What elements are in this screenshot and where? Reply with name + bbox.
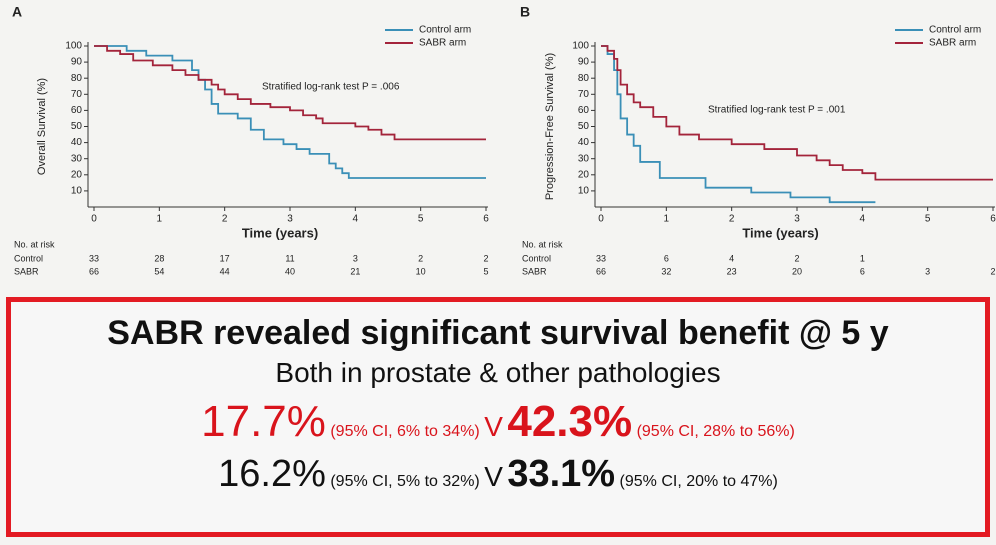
sabr-value: 42.3% (507, 397, 633, 446)
risk-count: 21 (350, 266, 360, 276)
legend-label: SABR arm (929, 38, 976, 49)
risk-row-name: Control (522, 253, 551, 263)
risk-count: 4 (729, 253, 734, 263)
panel-label: A (12, 4, 22, 20)
x-tick-label: 6 (990, 214, 996, 225)
y-tick-label: 100 (65, 41, 82, 52)
risk-count: 2 (794, 253, 799, 263)
y-axis-label: Progression-Free Survival (%) (544, 53, 556, 200)
ci: (95% CI, 20% to 47%) (619, 473, 778, 490)
risk-count: 32 (661, 266, 671, 276)
risk-count: 44 (220, 266, 230, 276)
y-tick-label: 70 (578, 89, 590, 100)
y-tick-label: 90 (71, 57, 83, 68)
x-tick-label: 2 (729, 214, 735, 225)
x-tick-label: 3 (287, 214, 293, 225)
headline: SABR revealed significant survival benef… (107, 314, 889, 352)
risk-count: 66 (89, 266, 99, 276)
ci: (95% CI, 28% to 56%) (636, 423, 795, 440)
risk-count: 20 (792, 266, 802, 276)
y-tick-label: 90 (578, 57, 590, 68)
risk-table-title: No. at risk (522, 239, 563, 249)
y-tick-label: 40 (578, 137, 590, 148)
risk-count: 5 (483, 266, 488, 276)
x-tick-label: 6 (483, 214, 489, 225)
y-tick-label: 20 (578, 169, 590, 180)
y-axis-label: Overall Survival (%) (36, 78, 48, 175)
versus: V (484, 411, 503, 442)
x-tick-label: 2 (222, 214, 228, 225)
y-tick-label: 60 (71, 105, 83, 116)
subheadline: Both in prostate & other pathologies (275, 357, 721, 388)
annotation: Stratified log-rank test P = .001 (708, 105, 846, 116)
risk-count: 54 (154, 266, 164, 276)
legend-label: SABR arm (419, 38, 466, 49)
x-axis-label: Time (years) (742, 225, 818, 240)
risk-row-name: SABR (522, 266, 547, 276)
risk-count: 17 (220, 253, 230, 263)
result-line: 17.7% (95% CI, 6% to 34%) V 42.3% (95% C… (11, 397, 985, 447)
risk-count: 33 (596, 253, 606, 263)
survival-curve (601, 45, 993, 181)
risk-count: 66 (596, 266, 606, 276)
risk-count: 2 (418, 253, 423, 263)
y-tick-label: 50 (71, 121, 83, 132)
risk-count: 1 (860, 253, 865, 263)
risk-count: 33 (89, 253, 99, 263)
y-tick-label: 10 (71, 186, 83, 197)
summary-box: SABR revealed significant survival benef… (6, 297, 990, 537)
risk-count: 2 (990, 266, 995, 276)
y-tick-label: 10 (578, 186, 590, 197)
x-tick-label: 5 (418, 214, 424, 225)
risk-table-title: No. at risk (14, 239, 55, 249)
x-tick-label: 4 (860, 214, 866, 225)
legend-label: Control arm (929, 25, 981, 36)
risk-count: 3 (925, 266, 930, 276)
risk-count: 6 (664, 253, 669, 263)
ci: (95% CI, 6% to 34%) (330, 423, 480, 440)
panel-label: B (520, 4, 530, 20)
control-value: 17.7% (201, 397, 326, 446)
risk-count: 40 (285, 266, 295, 276)
y-tick-label: 30 (578, 153, 590, 164)
risk-row-name: SABR (14, 266, 39, 276)
y-tick-label: 20 (71, 169, 83, 180)
y-tick-label: 80 (578, 73, 590, 84)
risk-count: 10 (416, 266, 426, 276)
survival-curve (601, 45, 876, 204)
risk-row-name: Control (14, 253, 43, 263)
y-tick-label: 50 (578, 121, 590, 132)
risk-count: 6 (860, 266, 865, 276)
survival-curve (94, 45, 486, 141)
x-tick-label: 1 (664, 214, 670, 225)
y-tick-label: 40 (71, 137, 83, 148)
risk-count: 3 (353, 253, 358, 263)
sabr-value: 33.1% (507, 453, 616, 495)
ci: (95% CI, 5% to 32%) (330, 473, 480, 490)
x-tick-label: 4 (353, 214, 359, 225)
y-tick-label: 80 (71, 73, 83, 84)
x-tick-label: 0 (598, 214, 604, 225)
x-tick-label: 0 (91, 214, 97, 225)
y-tick-label: 60 (578, 105, 590, 116)
x-tick-label: 5 (925, 214, 931, 225)
control-value: 16.2% (218, 453, 326, 495)
survival-curve (94, 45, 486, 179)
y-tick-label: 30 (71, 153, 83, 164)
legend-label: Control arm (419, 25, 471, 36)
risk-count: 2 (483, 253, 488, 263)
risk-count: 11 (285, 253, 294, 263)
y-tick-label: 70 (71, 89, 83, 100)
y-tick-label: 100 (572, 41, 589, 52)
versus: V (484, 461, 503, 492)
risk-count: 23 (727, 266, 737, 276)
result-line: 16.2% (95% CI, 5% to 32%) V 33.1% (95% C… (11, 453, 985, 496)
x-axis-label: Time (years) (242, 225, 318, 240)
x-tick-label: 3 (794, 214, 800, 225)
x-tick-label: 1 (157, 214, 163, 225)
annotation: Stratified log-rank test P = .006 (262, 82, 400, 93)
risk-count: 28 (154, 253, 164, 263)
